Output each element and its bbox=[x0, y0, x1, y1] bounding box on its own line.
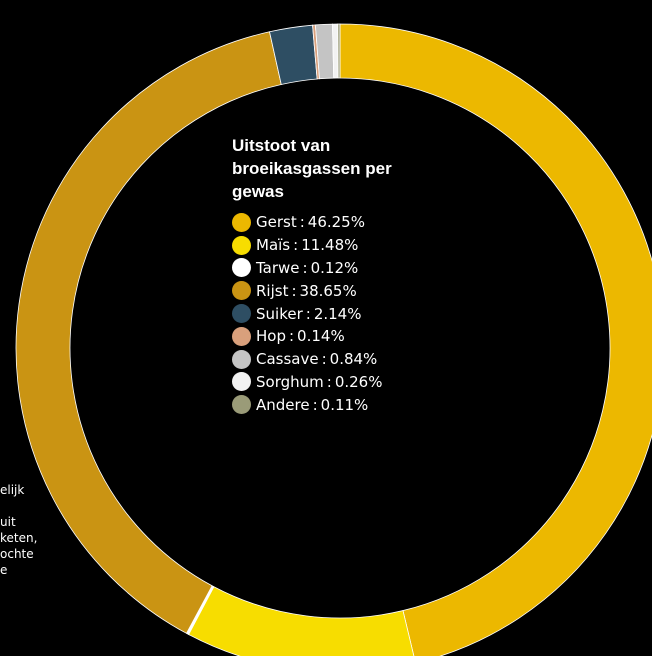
legend-separator: : bbox=[293, 236, 299, 255]
legend-value: 0.14% bbox=[297, 327, 345, 346]
legend-label: Hop bbox=[256, 327, 286, 346]
legend-item-sorghum[interactable]: Sorghum:0.26% bbox=[232, 371, 472, 394]
side-text-line: keten, bbox=[0, 531, 38, 545]
side-text: elijk uit keten, ochte e bbox=[0, 482, 80, 578]
legend-item-hop[interactable]: Hop:0.14% bbox=[232, 325, 472, 348]
slice-ma-s[interactable] bbox=[188, 586, 416, 656]
legend-swatch bbox=[232, 372, 251, 392]
slice-gerst[interactable] bbox=[339, 23, 652, 656]
legend-swatch bbox=[232, 235, 251, 255]
side-text-line: ochte bbox=[0, 547, 34, 561]
legend-swatch bbox=[232, 326, 251, 346]
chart-title-line: broeikasgassen per bbox=[232, 159, 392, 178]
chart-title: Uitstoot van broeikasgassen per gewas bbox=[232, 134, 472, 203]
legend-label: Rijst bbox=[256, 281, 289, 300]
legend-separator: : bbox=[312, 395, 318, 414]
chart-title-line: Uitstoot van bbox=[232, 136, 331, 155]
legend-label: Tarwe bbox=[256, 258, 300, 277]
legend-value: 0.12% bbox=[310, 258, 359, 277]
chart-title-line: gewas bbox=[232, 182, 284, 201]
legend-swatch bbox=[232, 304, 251, 324]
legend-item-tarwe[interactable]: Tarwe:0.12% bbox=[232, 257, 472, 280]
legend-item-suiker[interactable]: Suiker:2.14% bbox=[232, 302, 472, 325]
chart-center: Uitstoot van broeikasgassen per gewas Ge… bbox=[232, 134, 472, 416]
legend-separator: : bbox=[291, 281, 297, 300]
legend-label: Sorghum bbox=[256, 372, 324, 391]
legend-label: Gerst bbox=[256, 213, 297, 232]
side-text-line: uit bbox=[0, 515, 16, 529]
slice-rijst[interactable] bbox=[15, 31, 282, 634]
legend-item-andere[interactable]: Andere:0.11% bbox=[232, 393, 472, 416]
legend-swatch bbox=[232, 395, 251, 415]
legend-separator: : bbox=[302, 258, 308, 277]
legend-item-gerst[interactable]: Gerst:46.25% bbox=[232, 211, 472, 234]
slice-sorghum[interactable] bbox=[332, 23, 339, 79]
legend-separator: : bbox=[299, 213, 305, 232]
legend-value: 0.84% bbox=[329, 350, 378, 369]
legend-separator: : bbox=[288, 327, 295, 346]
legend-value: 38.65% bbox=[299, 281, 357, 300]
legend-value: 46.25% bbox=[307, 213, 365, 232]
legend-value: 0.11% bbox=[320, 395, 369, 414]
legend-swatch bbox=[232, 281, 251, 301]
legend-value: 2.14% bbox=[313, 304, 362, 323]
legend-separator: : bbox=[326, 372, 332, 391]
legend-swatch bbox=[232, 349, 251, 369]
legend-item-cassave[interactable]: Cassave:0.84% bbox=[232, 348, 472, 371]
legend-item-rijst[interactable]: Rijst:38.65% bbox=[232, 279, 472, 302]
side-text-line: e bbox=[0, 563, 8, 577]
legend-label: Maïs bbox=[256, 236, 291, 255]
legend-separator: : bbox=[305, 304, 311, 323]
legend-swatch bbox=[232, 212, 251, 232]
chart-legend: Gerst:46.25% Maïs:11.48% Tarwe:0.12% Rij… bbox=[232, 211, 472, 416]
legend-value: 11.48% bbox=[301, 236, 359, 255]
legend-item-mais[interactable]: Maïs:11.48% bbox=[232, 234, 472, 257]
legend-separator: : bbox=[321, 350, 327, 369]
legend-label: Suiker bbox=[256, 304, 303, 323]
slice-andere[interactable] bbox=[337, 23, 341, 79]
legend-swatch bbox=[232, 258, 251, 278]
donut-slices bbox=[15, 23, 652, 656]
legend-label: Cassave bbox=[256, 350, 319, 369]
legend-value: 0.26% bbox=[334, 372, 383, 391]
legend-label: Andere bbox=[256, 395, 310, 414]
side-text-spacer bbox=[0, 498, 80, 514]
side-text-line: elijk bbox=[0, 483, 25, 497]
